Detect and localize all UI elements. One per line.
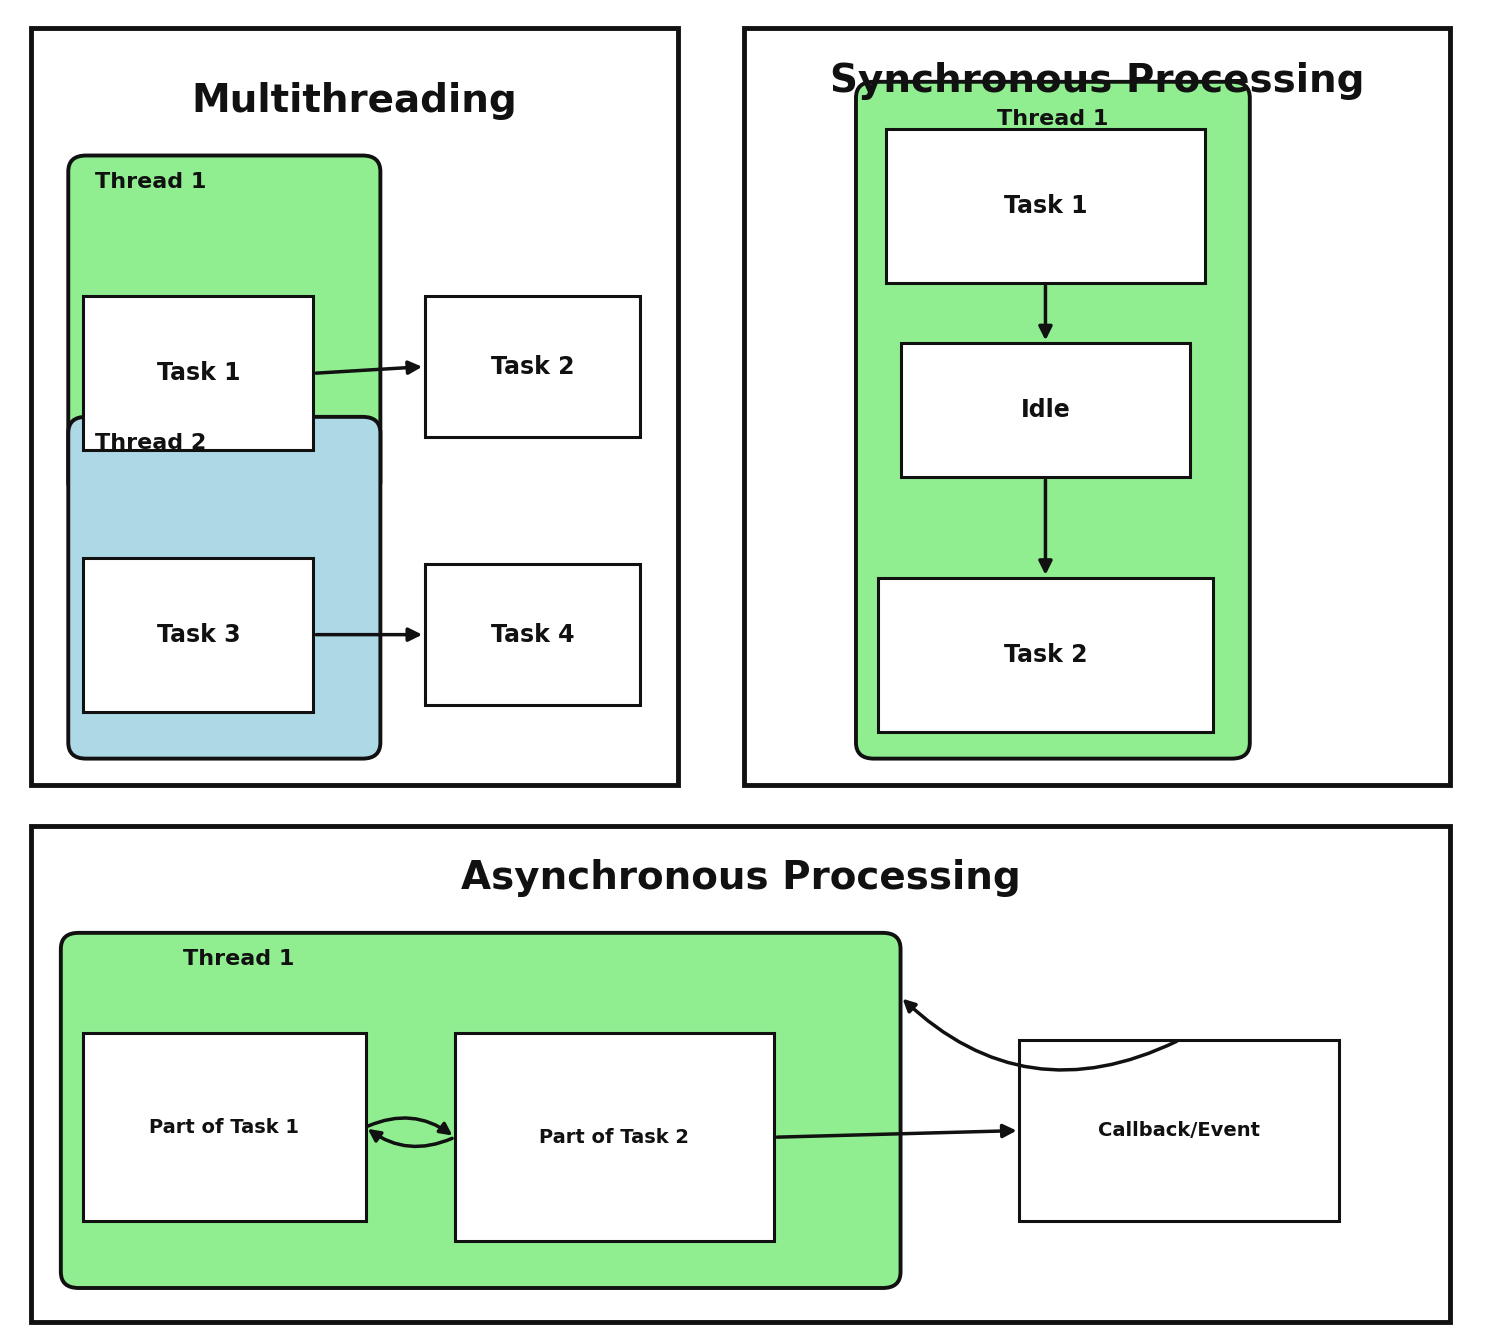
Text: Idle: Idle bbox=[1020, 398, 1071, 422]
Text: Task 2: Task 2 bbox=[491, 355, 575, 379]
Text: Callback/Event: Callback/Event bbox=[1099, 1121, 1260, 1140]
Text: Part of Task 2: Part of Task 2 bbox=[539, 1128, 689, 1147]
Text: Thread 1: Thread 1 bbox=[998, 109, 1109, 129]
FancyBboxPatch shape bbox=[856, 82, 1249, 759]
Text: Asynchronous Processing: Asynchronous Processing bbox=[462, 860, 1020, 897]
FancyBboxPatch shape bbox=[424, 297, 640, 436]
FancyBboxPatch shape bbox=[886, 129, 1205, 283]
FancyBboxPatch shape bbox=[879, 577, 1212, 732]
Text: Task 1: Task 1 bbox=[156, 361, 240, 385]
FancyBboxPatch shape bbox=[83, 1033, 365, 1221]
FancyBboxPatch shape bbox=[1020, 1039, 1339, 1221]
FancyBboxPatch shape bbox=[744, 28, 1450, 786]
Text: Task 1: Task 1 bbox=[1004, 193, 1087, 218]
Text: Synchronous Processing: Synchronous Processing bbox=[831, 62, 1365, 99]
FancyBboxPatch shape bbox=[424, 564, 640, 705]
FancyBboxPatch shape bbox=[68, 416, 380, 759]
FancyBboxPatch shape bbox=[61, 933, 901, 1288]
Text: Thread 1: Thread 1 bbox=[95, 172, 207, 192]
FancyBboxPatch shape bbox=[901, 344, 1190, 477]
Text: Task 2: Task 2 bbox=[1004, 643, 1087, 666]
Text: Part of Task 1: Part of Task 1 bbox=[149, 1117, 299, 1136]
FancyBboxPatch shape bbox=[454, 1033, 774, 1241]
Text: Task 3: Task 3 bbox=[156, 623, 240, 646]
FancyBboxPatch shape bbox=[31, 28, 677, 786]
Text: Thread 2: Thread 2 bbox=[95, 432, 207, 453]
FancyBboxPatch shape bbox=[83, 297, 314, 450]
FancyBboxPatch shape bbox=[83, 557, 314, 712]
Text: Thread 1: Thread 1 bbox=[183, 950, 295, 968]
Text: Multithreading: Multithreading bbox=[192, 82, 517, 120]
Text: Task 4: Task 4 bbox=[491, 623, 575, 646]
FancyBboxPatch shape bbox=[68, 156, 380, 497]
FancyBboxPatch shape bbox=[31, 826, 1450, 1322]
